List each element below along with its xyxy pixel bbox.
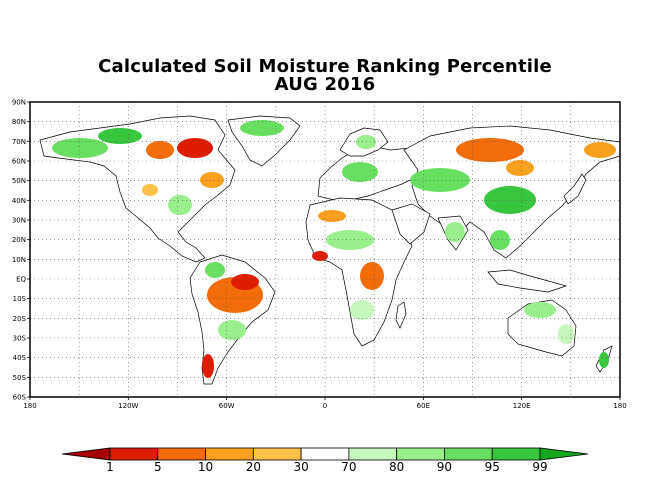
patch-west-africa-dry — [312, 251, 328, 261]
lat-tick-label: EQ — [16, 276, 26, 284]
lat-tick-label: 80N — [12, 118, 26, 126]
patch-siberia-dry — [456, 138, 524, 162]
lat-tick-label: 60N — [12, 158, 26, 166]
arabia-landmass — [391, 203, 431, 245]
land-layer — [39, 115, 620, 385]
lat-tick-label: 30N — [12, 217, 26, 225]
patch-central-asia-wet — [410, 168, 470, 192]
colorbar-label: 20 — [246, 460, 261, 474]
title-line-2: AUG 2016 — [274, 74, 376, 95]
patch-china-wet — [484, 186, 536, 214]
patch-patagonia-dry — [202, 354, 214, 378]
patch-hudson-dry — [177, 138, 213, 158]
lat-tick-label: 50S — [13, 374, 27, 382]
colorbar-label: 30 — [293, 460, 308, 474]
patch-andes-wet — [205, 262, 225, 278]
lat-tick-label: 30S — [13, 335, 27, 343]
indonesia-landmass — [487, 269, 568, 293]
patch-us-east-wet — [168, 195, 192, 215]
patch-alaska-wet — [52, 138, 108, 158]
colorbar-min-triangle — [61, 447, 111, 461]
lon-tick-label: 180 — [613, 402, 626, 410]
anomaly-patches — [52, 120, 616, 378]
patch-india-wet — [445, 222, 465, 242]
colorbar-swatch — [157, 447, 206, 461]
colorbar-swatch — [348, 447, 398, 461]
patch-brazil-dry — [231, 274, 259, 290]
lon-tick-label: 0 — [323, 402, 327, 410]
lon-tick-label: 180 — [23, 402, 36, 410]
lat-tick-label: 20N — [12, 236, 26, 244]
madagascar-landmass — [395, 301, 407, 329]
patch-scandinavia-wet — [356, 135, 376, 149]
colorbar-label: 80 — [389, 460, 404, 474]
japan-landmass — [563, 173, 587, 205]
patch-central-africa-dry — [360, 262, 384, 290]
colorbar-legend: 1 5 10 20 30 70 80 90 95 99 — [61, 447, 589, 474]
patch-se-asia-wet — [490, 230, 510, 250]
colorbar-label: 5 — [154, 460, 162, 474]
latitude-axis: 90N 80N 70N 60N 50N 40N 30N 20N 10N EQ 10S 20S 30S 40… — [12, 99, 30, 402]
lon-tick-label: 60W — [219, 402, 235, 410]
patch-east-siberia-dry — [584, 142, 616, 158]
patch-greenland-wet — [240, 120, 284, 136]
patch-argentina-wet — [218, 320, 246, 340]
lon-tick-label: 60E — [417, 402, 430, 410]
lat-tick-label: 70N — [12, 138, 26, 146]
lat-tick-label: 60S — [13, 394, 27, 402]
australia-landmass — [507, 299, 577, 357]
patch-southern-africa-wet — [350, 300, 374, 320]
colorbar-swatch — [252, 447, 302, 461]
colorbar-swatch — [109, 447, 159, 461]
patch-europe-wet — [342, 162, 378, 182]
colorbar-swatch — [396, 447, 445, 461]
colorbar-swatch — [491, 447, 541, 461]
chart-title: Calculated Soil Moisture Ranking Percent… — [0, 58, 650, 94]
colorbar-swatch — [300, 447, 350, 461]
lat-tick-label: 10S — [13, 295, 27, 303]
lat-tick-label: 90N — [12, 99, 26, 107]
colorbar-label: 70 — [341, 460, 356, 474]
patch-mongolia-dry — [506, 160, 534, 176]
longitude-axis: 180 120W 60W 0 60E 120E 180 — [23, 397, 627, 410]
colorbar-label: 10 — [198, 460, 213, 474]
patch-sahel-wet — [326, 230, 374, 250]
patch-us-sw-dry — [142, 184, 158, 196]
colorbar-swatch — [444, 447, 493, 461]
colorbar-swatch — [205, 447, 254, 461]
colorbar-label: 95 — [485, 460, 500, 474]
colorbar-label: 1 — [106, 460, 114, 474]
patch-canada-dry — [146, 141, 174, 159]
lon-tick-label: 120E — [513, 402, 531, 410]
patch-labrador-dry — [200, 172, 224, 188]
lat-tick-label: 50N — [12, 177, 26, 185]
patch-nw-canada-wet — [98, 128, 142, 144]
lat-tick-label: 40N — [12, 197, 26, 205]
colorbar-label: 99 — [532, 460, 547, 474]
title-line-1: Calculated Soil Moisture Ranking Percent… — [98, 56, 552, 77]
lat-tick-label: 10N — [12, 256, 26, 264]
lat-tick-label: 40S — [13, 354, 27, 362]
lat-tick-label: 20S — [13, 315, 27, 323]
patch-australia-north-wet — [524, 302, 556, 318]
patch-nz-wet — [599, 352, 609, 368]
lon-tick-label: 120W — [118, 402, 138, 410]
colorbar-label: 90 — [437, 460, 452, 474]
colorbar-max-triangle — [539, 447, 589, 461]
patch-australia-east-wet — [558, 324, 574, 344]
